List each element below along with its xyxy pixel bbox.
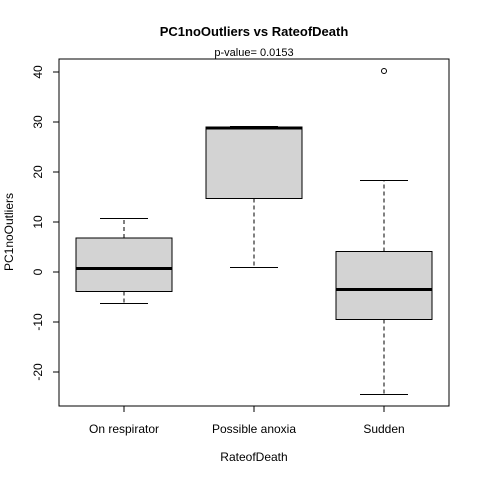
x-axis-label: RateofDeath bbox=[220, 450, 287, 464]
outlier-point bbox=[381, 68, 387, 74]
y-tick-label: 20 bbox=[31, 165, 45, 179]
boxes-layer bbox=[75, 68, 433, 395]
x-tick-label: On respirator bbox=[89, 422, 159, 436]
box-iqr bbox=[205, 126, 303, 199]
box-iqr bbox=[335, 251, 433, 320]
y-tick-label: 40 bbox=[31, 65, 45, 79]
y-tick-label: 30 bbox=[31, 115, 45, 129]
y-tick-label: -20 bbox=[31, 363, 45, 381]
y-tick-label: 0 bbox=[31, 268, 45, 275]
y-tick-label: 10 bbox=[31, 215, 45, 229]
plot-frame bbox=[58, 58, 450, 407]
chart-title: PC1noOutliers vs RateofDeath bbox=[160, 24, 349, 39]
box-group bbox=[205, 126, 303, 268]
x-axis: On respirator Possible anoxia Sudden bbox=[89, 405, 405, 436]
box-group bbox=[75, 218, 173, 304]
box-group bbox=[335, 68, 433, 395]
box-iqr bbox=[75, 237, 173, 292]
y-tick-label: -10 bbox=[31, 313, 45, 331]
x-tick-label: Possible anoxia bbox=[212, 422, 296, 436]
y-axis-label: PC1noOutliers bbox=[2, 193, 16, 271]
chart-subtitle: p-value= 0.0153 bbox=[214, 47, 293, 59]
x-tick-label: Sudden bbox=[363, 422, 404, 436]
y-axis: -20 -10 0 10 20 30 40 bbox=[31, 65, 60, 381]
